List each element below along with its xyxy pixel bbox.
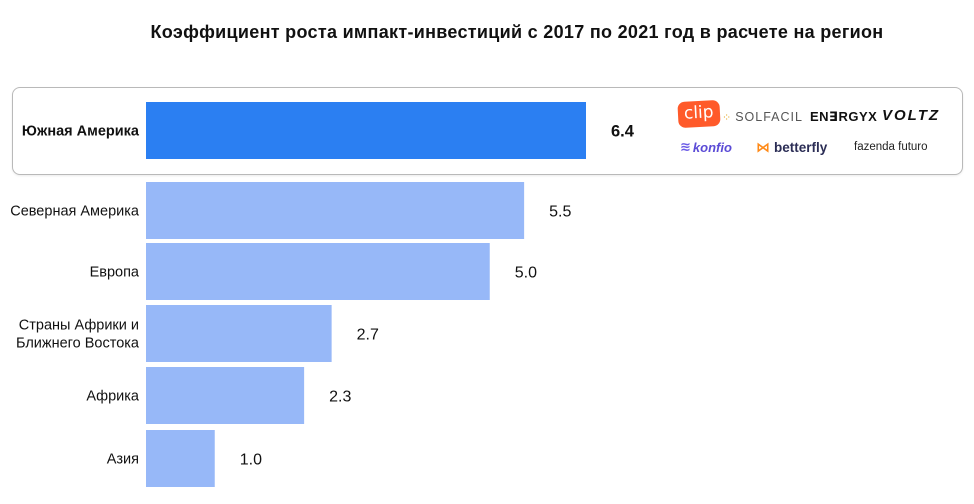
chart-title: Коэффициент роста импакт-инвестиций с 20… bbox=[150, 22, 884, 42]
konfio-wave-icon: ≋ bbox=[680, 139, 691, 154]
value-label: 2.3 bbox=[329, 389, 351, 406]
category-label: Европа bbox=[90, 265, 140, 281]
value-label: 5.5 bbox=[549, 204, 571, 221]
bar bbox=[146, 305, 332, 362]
category-label-line: Северная Америка bbox=[10, 204, 140, 220]
betterfly-logo: ⋈ betterfly bbox=[756, 139, 827, 156]
bar bbox=[146, 182, 525, 239]
solfacil-logo: ⁘ SOLFACIL bbox=[722, 110, 803, 124]
betterfly-logo-text: betterfly bbox=[774, 140, 828, 155]
category-label-line: Страны Африки и bbox=[19, 318, 139, 334]
konfio-logo-text: konfio bbox=[692, 139, 732, 155]
energyx-logo-text: EN∃RGYX bbox=[810, 109, 878, 124]
konfio-logo: ≋ konfio bbox=[680, 139, 732, 155]
bar bbox=[146, 430, 215, 487]
bar bbox=[146, 243, 490, 300]
category-label: Северная Америка bbox=[10, 204, 140, 220]
value-label: 6.4 bbox=[611, 123, 635, 141]
clip-logo-text: clip bbox=[677, 99, 721, 129]
fazenda-futuro-logo: fazenda futuro bbox=[854, 141, 928, 153]
category-label-line: Европа bbox=[90, 265, 140, 281]
solfacil-logo-text: SOLFACIL bbox=[735, 110, 803, 124]
category-label: Южная Америка bbox=[22, 124, 140, 140]
clip-logo: clip bbox=[677, 99, 721, 129]
category-label: Азия bbox=[107, 452, 139, 468]
category-label: Страны Африки и Ближнего Востока bbox=[16, 318, 140, 352]
category-label: Африка bbox=[86, 389, 140, 405]
bar-highlighted bbox=[146, 102, 586, 159]
company-logos: clip ⁘ SOLFACIL EN∃RGYX VOLTZ ≋ konfio ⋈… bbox=[672, 99, 944, 161]
solfacil-sun-icon: ⁘ bbox=[722, 111, 733, 124]
category-label-line: Азия bbox=[107, 452, 139, 468]
butterfly-icon: ⋈ bbox=[756, 139, 770, 155]
category-label-line: Ближнего Востока bbox=[16, 336, 140, 352]
bar bbox=[146, 367, 305, 424]
value-label: 2.7 bbox=[357, 327, 379, 344]
value-label: 5.0 bbox=[515, 265, 537, 282]
category-label-line: Африка bbox=[86, 389, 140, 405]
voltz-logo-text: VOLTZ bbox=[882, 107, 941, 124]
fazenda-futuro-logo-text: fazenda futuro bbox=[854, 141, 928, 153]
category-label-line: Южная Америка bbox=[22, 124, 140, 140]
energyx-logo: EN∃RGYX bbox=[810, 109, 877, 125]
value-label: 1.0 bbox=[240, 452, 262, 469]
voltz-logo: VOLTZ bbox=[882, 107, 940, 124]
